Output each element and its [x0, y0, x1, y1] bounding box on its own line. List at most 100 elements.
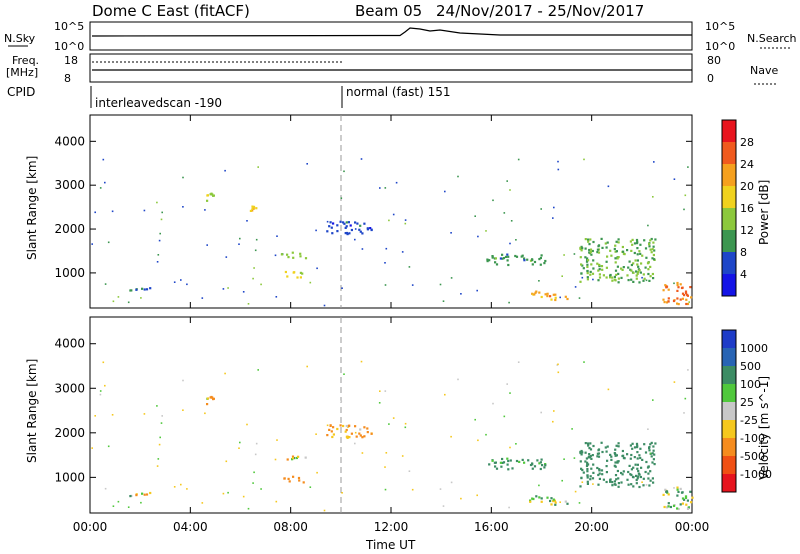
scatter-cell	[287, 477, 290, 480]
scatter-cell	[509, 189, 511, 191]
scatter-cell	[681, 292, 685, 295]
scatter-cell	[345, 435, 348, 438]
scatter-cell	[507, 468, 510, 471]
scatter-cell	[606, 241, 609, 244]
freq-tick-bottom: 8	[64, 72, 71, 85]
scatter-cell	[586, 263, 589, 266]
scatter-cell	[669, 505, 672, 509]
scatter-cell	[408, 266, 411, 268]
scatter-cell	[676, 486, 679, 489]
scatter-cell	[566, 297, 569, 301]
scatter-cell	[683, 208, 685, 211]
scatter-cell	[316, 471, 318, 474]
scatter-cell	[672, 504, 676, 507]
scatter-cell	[507, 263, 510, 267]
scatter-cell	[610, 254, 613, 257]
scatter-cell	[340, 197, 343, 199]
scatter-cell	[538, 291, 541, 294]
scatter-cell	[673, 178, 676, 180]
scatter-cell	[613, 278, 616, 281]
scatter-cell	[640, 466, 643, 469]
scatter-cell	[662, 289, 665, 292]
scatter-cell	[613, 483, 616, 486]
scatter-cell	[509, 242, 511, 245]
scatter-cell	[613, 275, 616, 278]
scatter-cell	[540, 295, 543, 299]
scatter-cell	[667, 493, 670, 496]
scatter-cell	[222, 288, 225, 290]
scatter-cell	[582, 471, 585, 474]
scatter-cell	[343, 222, 346, 225]
scatter-cell	[598, 273, 601, 276]
scatter-cell	[667, 300, 670, 303]
colorbar-segment	[722, 164, 736, 186]
scatter-cell	[360, 360, 363, 363]
scatter-cell	[156, 405, 158, 407]
scatter-cell	[607, 388, 610, 391]
scatter-cell	[583, 361, 585, 363]
scatter-cell	[582, 267, 585, 270]
scatter-cell	[173, 486, 176, 488]
scatter-cell	[642, 279, 645, 282]
scatter-cell	[590, 457, 593, 460]
colorbar-segment	[722, 402, 736, 420]
scatter-cell	[684, 194, 687, 197]
scatter-cell	[652, 449, 655, 452]
scatter-cell	[517, 361, 520, 363]
scatter-cell	[602, 274, 605, 277]
scatter-cell	[358, 432, 361, 435]
scatter-cell	[617, 445, 620, 448]
scatter-cell	[444, 393, 446, 396]
scatter-cell	[652, 445, 655, 448]
scatter-cell	[546, 496, 549, 499]
scatter-cell	[301, 272, 304, 275]
scatter-cell	[614, 474, 618, 477]
scatter-cell	[509, 459, 512, 462]
scatter-cell	[494, 461, 497, 464]
scatter-cell	[648, 449, 651, 452]
scatter-cell	[503, 415, 506, 418]
scatter-cell	[676, 284, 679, 287]
scatter-cell	[94, 211, 96, 214]
scatter-cell	[588, 453, 591, 456]
scatter-cell	[615, 454, 618, 457]
scatter-cell	[584, 247, 587, 250]
scatter-cell	[502, 461, 506, 464]
scatter-cell	[538, 484, 540, 487]
scatter-cell	[584, 442, 587, 445]
scatter-cell	[597, 269, 600, 272]
scatter-cell	[450, 277, 453, 279]
scatter-cell	[173, 281, 176, 283]
scatter-cell	[581, 276, 584, 279]
scatter-cell	[538, 280, 540, 282]
scatter-cell	[649, 265, 652, 268]
scatter-cell	[298, 479, 301, 482]
scatter-cell	[632, 271, 635, 274]
scatter-cell	[600, 469, 604, 472]
cpid-segment-1: interleavedscan -190	[95, 96, 222, 110]
scatter-cell	[299, 255, 302, 258]
scatter-cell	[295, 456, 298, 460]
scatter-cell	[363, 435, 366, 438]
scatter-cell	[291, 251, 294, 254]
scatter-cell	[345, 221, 348, 224]
scatter-cell	[379, 187, 381, 189]
scatter-cell	[111, 414, 114, 416]
scatter-cell	[632, 466, 635, 469]
scatter-cell	[627, 279, 630, 282]
power-panel	[89, 114, 693, 309]
scatter-cell	[257, 369, 259, 371]
scatter-cell	[540, 500, 543, 503]
scatter-cell	[639, 447, 642, 450]
scatter-cell	[620, 276, 623, 279]
scatter-cell	[580, 467, 583, 470]
scatter-cell	[651, 272, 654, 276]
scatter-cell	[541, 464, 544, 467]
scatter-cell	[636, 240, 639, 243]
scatter-cell	[609, 453, 612, 456]
scatter-cell	[609, 276, 612, 279]
scatter-cell	[580, 245, 583, 248]
scatter-cell	[239, 441, 241, 444]
scatter-cell	[129, 495, 132, 498]
scatter-cell	[540, 458, 543, 461]
